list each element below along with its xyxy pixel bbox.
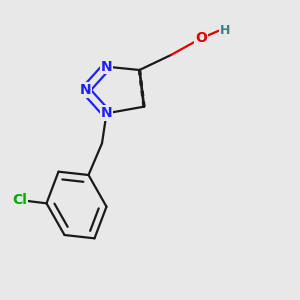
Text: O: O [195, 31, 207, 45]
Text: N: N [101, 60, 112, 74]
Text: Cl: Cl [12, 193, 27, 207]
Text: H: H [220, 23, 230, 37]
Text: N: N [80, 83, 91, 97]
Text: N: N [101, 106, 112, 120]
